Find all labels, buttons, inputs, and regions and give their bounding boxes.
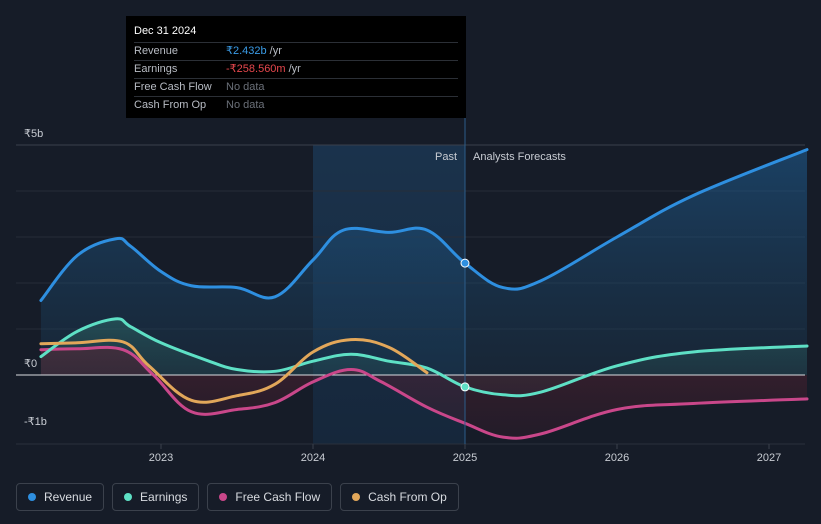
legend-label: Free Cash Flow — [235, 490, 321, 504]
y-tick-label: ₹0 — [24, 358, 37, 370]
cash-from-op-line — [39, 337, 429, 404]
earnings-marker — [460, 382, 470, 392]
x-tick-label: 2023 — [149, 452, 173, 464]
earnings-dot-icon — [124, 493, 133, 501]
earnings-line — [39, 317, 809, 398]
legend-label: Revenue — [44, 490, 93, 504]
tooltip-row-cash-from-op: Cash From Op No data — [134, 96, 458, 114]
tooltip-value: -₹258.560m — [226, 63, 286, 75]
tooltip-row-free-cash-flow: Free Cash Flow No data — [134, 78, 458, 96]
x-tick-label: 2027 — [757, 452, 781, 464]
chart-legend: Revenue Earnings Free Cash Flow Cash Fro… — [16, 483, 459, 511]
legend-label: Earnings — [140, 490, 188, 504]
x-tick-label: 2024 — [301, 452, 325, 464]
tooltip-label: Cash From Op — [134, 99, 207, 111]
legend-item-earnings[interactable]: Earnings — [112, 483, 200, 511]
tooltip-row-revenue: Revenue ₹2.432b /yr — [134, 42, 458, 60]
tooltip-unit: /yr — [269, 45, 282, 57]
revenue-area — [40, 149, 808, 375]
forecast-label: Analysts Forecasts — [473, 151, 566, 163]
tooltip-date: Dec 31 2024 — [134, 25, 197, 37]
chart-tooltip: Dec 31 2024 Revenue ₹2.432b /yr Earnings… — [126, 16, 466, 118]
revenue-line — [39, 148, 809, 302]
tooltip-label: Free Cash Flow — [134, 81, 212, 93]
free-cash-flow-dot-icon — [219, 493, 228, 501]
legend-item-free-cash-flow[interactable]: Free Cash Flow — [207, 483, 333, 511]
tooltip-value: No data — [226, 81, 265, 93]
y-tick-label: -₹1b — [24, 416, 47, 428]
x-tick-label: 2026 — [605, 452, 629, 464]
free-cash-flow-line — [39, 345, 809, 440]
revenue-dot-icon — [28, 493, 36, 501]
tooltip-label: Revenue — [134, 45, 179, 57]
tooltip-value: No data — [226, 99, 265, 111]
past-label: Past — [435, 151, 457, 163]
tooltip-unit: /yr — [288, 63, 301, 75]
legend-item-cash-from-op[interactable]: Cash From Op — [340, 483, 459, 511]
revenue-marker — [460, 258, 470, 268]
legend-item-revenue[interactable]: Revenue — [16, 483, 105, 511]
cash-from-op-dot-icon — [352, 493, 361, 501]
y-tick-label: ₹5b — [24, 128, 43, 140]
free-cash-flow-area — [40, 347, 808, 439]
tooltip-row-earnings: Earnings -₹258.560m /yr — [134, 60, 458, 78]
legend-label: Cash From Op — [368, 490, 447, 504]
tooltip-label: Earnings — [134, 63, 178, 75]
tooltip-value: ₹2.432b — [226, 45, 267, 57]
x-tick-label: 2025 — [453, 452, 477, 464]
